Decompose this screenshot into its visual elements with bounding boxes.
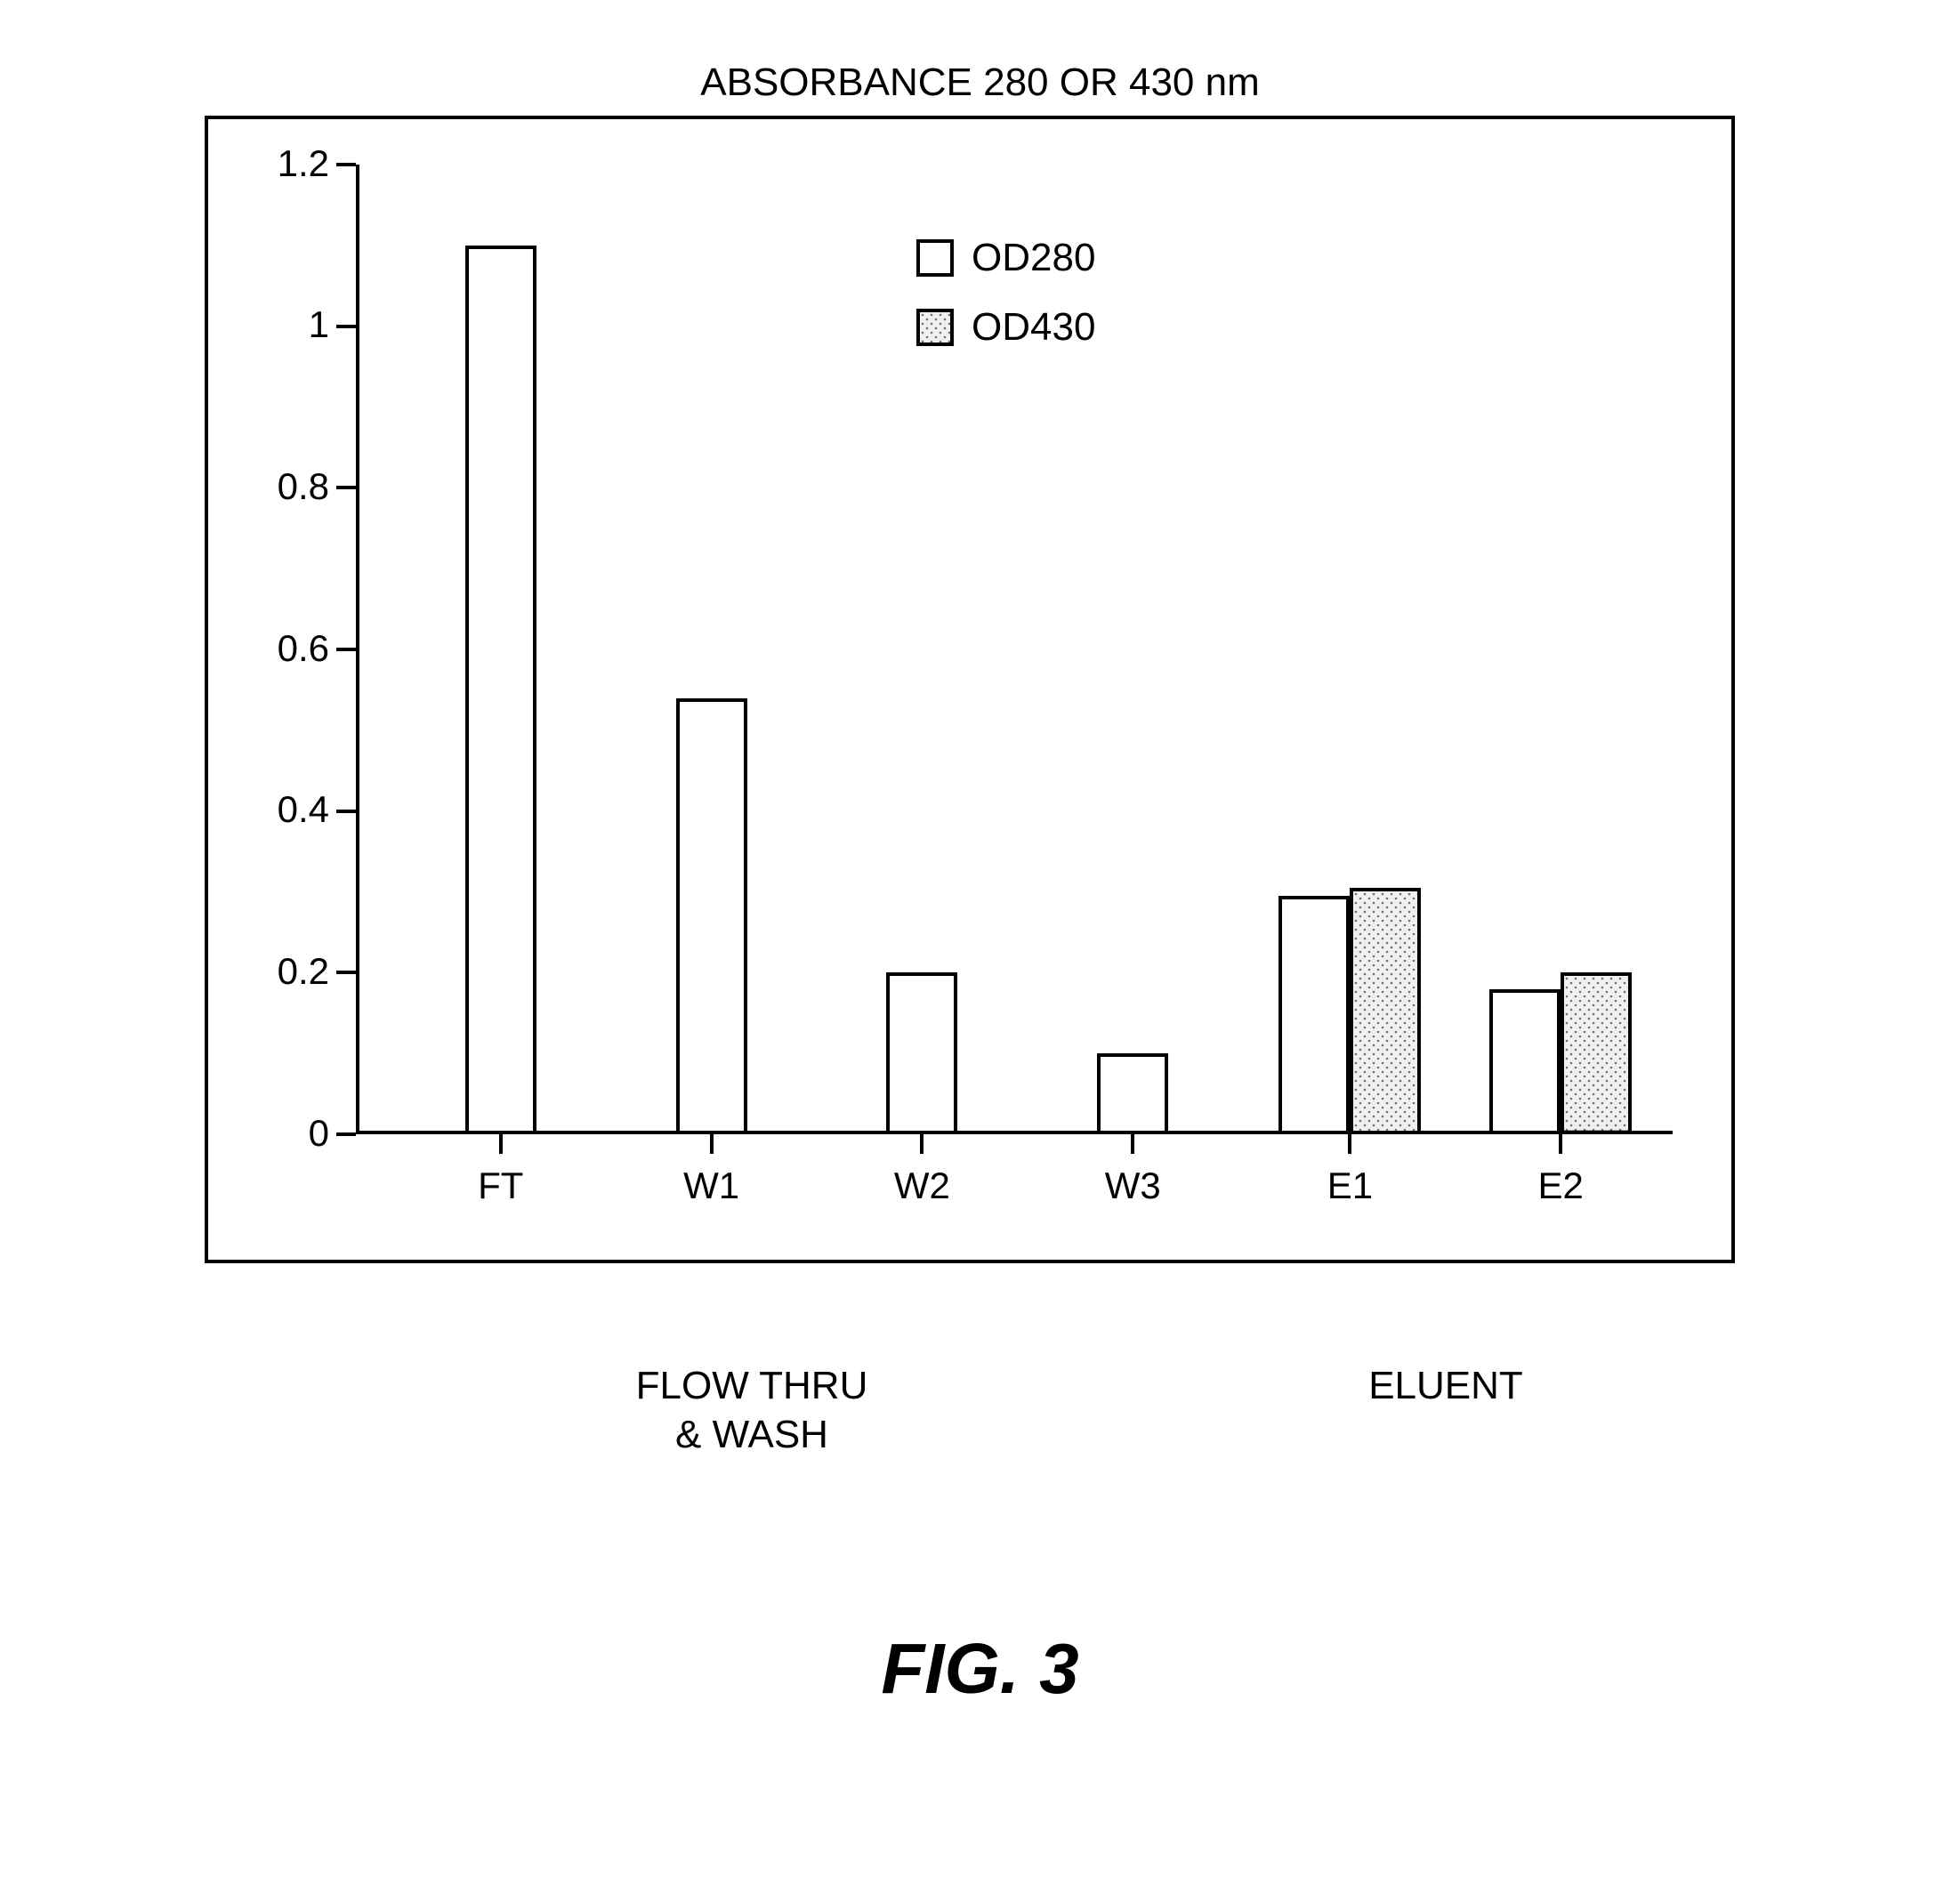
bar-OD280-W3 (1097, 1053, 1168, 1134)
x-tick-label: E1 (1278, 1165, 1421, 1207)
group-label: FLOW THRU& WASH (529, 1361, 974, 1459)
bar-OD280-E2 (1489, 989, 1561, 1135)
x-tick-label: W1 (641, 1165, 783, 1207)
x-tick-label: W2 (851, 1165, 993, 1207)
y-tick-label: 0.4 (231, 788, 329, 831)
x-tick (710, 1134, 714, 1154)
x-tick (920, 1134, 924, 1154)
x-tick (499, 1134, 503, 1154)
y-tick (336, 1132, 356, 1136)
x-tick (1559, 1134, 1562, 1154)
group-label-line: ELUENT (1223, 1361, 1668, 1410)
legend-item: OD430 (916, 305, 1095, 350)
y-tick (336, 648, 356, 651)
y-tick (336, 971, 356, 974)
chart-title: ABSORBANCE 280 OR 430 nm (0, 60, 1960, 105)
figure-caption: FIG. 3 (0, 1628, 1960, 1710)
x-tick (1348, 1134, 1351, 1154)
y-tick-label: 0.2 (231, 950, 329, 993)
y-tick (336, 810, 356, 813)
page: ABSORBANCE 280 OR 430 nm 0 0.2 0.4 0.6 0.8 1 1… (0, 0, 1960, 1902)
y-tick-label: 1.2 (231, 142, 329, 185)
legend-swatch (916, 309, 954, 346)
x-tick-label: FT (430, 1165, 572, 1207)
bar-OD280-FT (465, 246, 536, 1134)
x-tick (1131, 1134, 1134, 1154)
x-tick-label: E2 (1489, 1165, 1632, 1207)
legend-item: OD280 (916, 236, 1095, 280)
x-tick-label: W3 (1061, 1165, 1204, 1207)
y-tick (336, 163, 356, 166)
group-label-line: & WASH (529, 1410, 974, 1459)
legend-label: OD430 (972, 305, 1095, 350)
y-tick (336, 325, 356, 328)
x-axis (356, 1131, 1673, 1134)
group-label-line: FLOW THRU (529, 1361, 974, 1410)
y-tick-label: 1 (231, 303, 329, 346)
bar-OD430-E2 (1561, 972, 1632, 1134)
y-tick-label: 0 (231, 1112, 329, 1155)
group-label: ELUENT (1223, 1361, 1668, 1410)
legend-swatch (916, 239, 954, 277)
y-tick (336, 486, 356, 489)
y-tick-label: 0.6 (231, 627, 329, 670)
bar-OD280-E1 (1278, 896, 1350, 1134)
bar-OD280-W2 (886, 972, 957, 1134)
bar-OD430-E1 (1350, 888, 1421, 1134)
legend-label: OD280 (972, 236, 1095, 280)
bar-OD280-W1 (676, 698, 747, 1135)
legend: OD280 OD430 (916, 236, 1095, 375)
y-tick-label: 0.8 (231, 465, 329, 508)
y-axis (356, 165, 359, 1134)
